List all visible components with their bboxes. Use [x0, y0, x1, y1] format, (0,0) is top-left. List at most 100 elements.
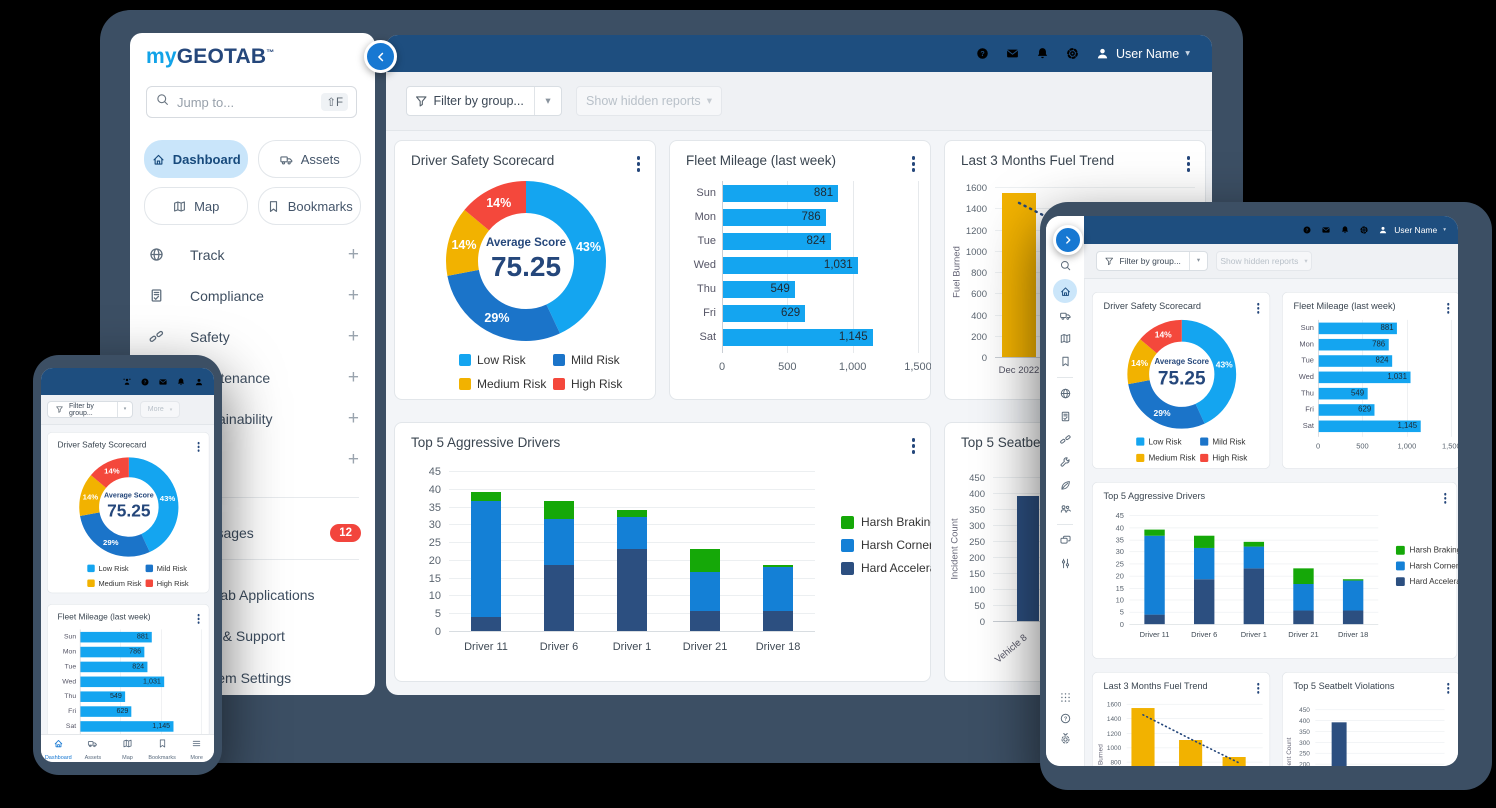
card-slot: Driver Safety Scorecard 43% 29% 14% 14% Avera… [1092, 292, 1271, 470]
sidebar-item-bookmarks[interactable]: Bookmarks [257, 187, 361, 225]
sidebar-section-safety[interactable]: Safety + [130, 316, 375, 357]
wrench-icon[interactable] [1056, 453, 1074, 471]
stack-segment [1194, 547, 1215, 580]
sidebar-collapse-button[interactable] [364, 40, 397, 73]
filter-by-group-input[interactable]: Filter by group... ▾ [47, 401, 133, 418]
kebab-menu-icon[interactable] [1444, 301, 1453, 316]
phone-nav-label: More [190, 755, 203, 761]
kebab-menu-icon[interactable] [194, 612, 202, 625]
mail-icon[interactable] [1321, 225, 1331, 235]
kebab-dot [1256, 682, 1260, 686]
user-name: User Name [1394, 225, 1438, 235]
stack-segment [1342, 580, 1364, 611]
help-icon[interactable]: ? [975, 46, 990, 61]
user-icon[interactable] [194, 377, 204, 387]
people-icon[interactable] [1056, 499, 1074, 517]
sidebar-item-assets[interactable]: Assets [257, 140, 361, 178]
filter-caret[interactable]: ▾ [1189, 252, 1207, 270]
kebab-menu-icon[interactable] [1254, 301, 1263, 316]
gear-icon[interactable] [1056, 730, 1074, 748]
stack-segment [1194, 579, 1215, 625]
compliance-icon[interactable] [1056, 407, 1074, 425]
help-icon[interactable]: ? [140, 377, 150, 387]
truck-icon[interactable] [1056, 306, 1074, 324]
search-icon[interactable] [1056, 256, 1074, 274]
leaf-icon[interactable] [1056, 476, 1074, 494]
sidebar-expand-button[interactable] [1053, 225, 1083, 255]
kebab-menu-icon[interactable] [1444, 681, 1453, 696]
x-tick: Vehicle 8 [992, 632, 1030, 666]
expand-plus-icon[interactable]: + [347, 243, 359, 265]
grid-icon[interactable] [1056, 688, 1074, 706]
help-icon[interactable]: ? [1302, 225, 1312, 235]
stack-segment [1342, 579, 1364, 581]
mail-icon[interactable] [1005, 46, 1020, 61]
expand-plus-icon[interactable]: + [347, 325, 359, 347]
expand-plus-icon[interactable]: + [347, 448, 359, 470]
kebab-menu-icon[interactable] [907, 435, 921, 457]
legend-label: Medium Risk [477, 377, 547, 391]
expand-plus-icon[interactable]: + [347, 284, 359, 306]
more-button[interactable]: More ▾ [140, 401, 180, 418]
kebab-menu-icon[interactable] [907, 153, 921, 175]
legend-swatch [1136, 453, 1145, 462]
phone-nav-map[interactable]: Map [110, 735, 145, 762]
card-slot: Last 3 Months Fuel Trend Fuel Burned 1600 1… [1092, 672, 1271, 766]
sidebar-item-map[interactable]: Map [144, 187, 248, 225]
card-header: Driver Safety Scorecard [58, 440, 203, 453]
map-icon[interactable] [1056, 329, 1074, 347]
expand-plus-icon[interactable]: + [347, 407, 359, 429]
globe-icon[interactable] [1056, 384, 1074, 402]
bar: 786 [80, 646, 145, 658]
gridline [1315, 731, 1445, 732]
bar-value: 786 [801, 211, 821, 223]
mail-icon[interactable] [158, 377, 168, 387]
phone-nav-dashboard[interactable]: Dashboard [41, 735, 76, 762]
y-tick: 1400 [965, 204, 987, 216]
legend-item: High Risk [145, 579, 189, 588]
legend-label: Low Risk [1148, 436, 1182, 447]
home-icon[interactable] [1053, 279, 1077, 303]
bookmark-icon[interactable] [1056, 352, 1074, 370]
filter-by-group-input[interactable]: Filter by group... ▾ [406, 86, 562, 116]
kebab-menu-icon[interactable] [632, 153, 646, 175]
network-users-icon[interactable] [122, 377, 132, 387]
bell-icon[interactable] [1340, 225, 1350, 235]
x-tick: Driver 18 [755, 641, 801, 653]
filter-by-group-input[interactable]: Filter by group... ▾ [1096, 251, 1208, 271]
filter-caret[interactable]: ▾ [117, 402, 132, 417]
safety-icon[interactable] [1056, 430, 1074, 448]
sidebar-section-compliance[interactable]: Compliance + [130, 275, 375, 316]
show-hidden-reports-button[interactable]: Show hidden reports ▾ [576, 86, 722, 116]
slice-label: 29% [1153, 408, 1171, 418]
kebab-menu-icon[interactable] [1441, 491, 1450, 506]
phone-nav-assets[interactable]: Assets [76, 735, 111, 762]
stack-segment [1144, 535, 1165, 615]
phone-nav-more[interactable]: More [179, 735, 214, 762]
kebab-menu-icon[interactable] [194, 440, 202, 453]
sidebar-section-track[interactable]: Track + [130, 234, 375, 275]
sliders-icon[interactable] [1056, 554, 1074, 572]
expand-plus-icon[interactable]: + [347, 366, 359, 388]
kebab-dot [1256, 302, 1260, 306]
chat-icon[interactable] [1056, 531, 1074, 549]
card-slot: Fleet Mileage (last week) 0 500 1,000 1,500 S… [1282, 292, 1458, 470]
legend-item: Harsh Cornering [841, 538, 931, 552]
kebab-menu-icon[interactable] [1254, 681, 1263, 696]
user-menu[interactable]: User Name ▾ [1095, 46, 1190, 61]
slice-label: 43% [159, 494, 176, 503]
help-icon[interactable]: ? [1056, 709, 1074, 727]
kebab-menu-icon[interactable] [1182, 153, 1196, 175]
search-input[interactable]: Jump to... ⇧F [146, 86, 357, 118]
filter-caret[interactable]: ▾ [534, 87, 561, 115]
show-hidden-reports-button[interactable]: Show hidden reports ▾ [1216, 251, 1312, 271]
gear-icon[interactable] [1065, 46, 1080, 61]
gear-icon[interactable] [1359, 225, 1369, 235]
phone-nav-bookmarks[interactable]: Bookmarks [145, 735, 180, 762]
user-menu[interactable]: User Name ▾ [1378, 225, 1446, 235]
chevron-down-icon: ▾ [545, 94, 551, 107]
sidebar-item-dashboard[interactable]: Dashboard [144, 140, 248, 178]
bell-icon[interactable] [176, 377, 186, 387]
bell-icon[interactable] [1035, 46, 1050, 61]
card-seatbelt: Top 5 Seatbelt Violations Incident Count 4… [1282, 672, 1458, 766]
